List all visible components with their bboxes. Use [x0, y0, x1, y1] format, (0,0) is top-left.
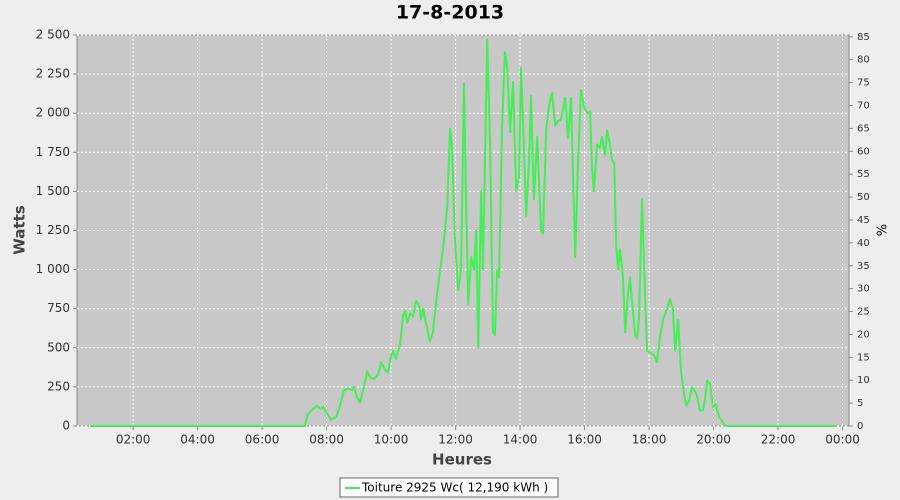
y2-axis-label: %: [876, 224, 891, 236]
x-tick-label: 02:00: [116, 433, 151, 447]
y2-tick-label: 55: [857, 169, 870, 180]
y2-tick-label: 10: [857, 375, 870, 386]
y2-tick-label: 40: [857, 238, 870, 249]
x-tick-label: 16:00: [567, 433, 602, 447]
y2-tick-label: 15: [857, 352, 870, 363]
y-tick-label: 2 000: [36, 106, 70, 120]
y-tick-label: 500: [47, 340, 70, 354]
data-line: [90, 38, 836, 427]
y-axis-label: Watts: [11, 205, 29, 254]
y-tick-label: 2 500: [36, 28, 70, 42]
y2-tick-label: 60: [857, 146, 870, 157]
y2-tick-label: 50: [857, 192, 870, 203]
x-tick-label: 04:00: [180, 433, 215, 447]
x-tick-label: 00:00: [825, 433, 860, 447]
legend-label: Toiture 2925 Wc( 12,190 kWh ): [361, 481, 548, 495]
x-axis-label: Heures: [432, 451, 492, 469]
y2-tick-label: 45: [857, 215, 870, 226]
y-tick-label: 1 750: [36, 145, 70, 159]
y2-tick-label: 35: [857, 261, 870, 272]
x-tick-label: 08:00: [309, 433, 344, 447]
legend: [339, 477, 559, 498]
x-tick-label: 14:00: [503, 433, 538, 447]
chart-title: 17-8-2013: [396, 2, 504, 24]
y2-tick-label: 20: [857, 329, 870, 340]
x-tick-label: 06:00: [245, 433, 280, 447]
y-tick-label: 1 500: [36, 184, 70, 198]
x-tick-label: 22:00: [761, 433, 796, 447]
y-tick-label: 250: [47, 379, 70, 393]
x-tick-label: 10:00: [374, 433, 409, 447]
y-tick-label: 1 000: [36, 262, 70, 276]
x-tick-label: 18:00: [632, 433, 667, 447]
y2-tick-label: 0: [857, 421, 863, 432]
x-tick-label: 12:00: [438, 433, 473, 447]
y2-tick-label: 65: [857, 123, 870, 134]
y-tick-label: 750: [47, 301, 70, 315]
y2-tick-label: 75: [857, 78, 870, 89]
y-tick-label: 0: [62, 419, 70, 433]
y2-tick-label: 30: [857, 284, 870, 295]
y2-tick-label: 70: [857, 101, 870, 112]
x-tick-label: 20:00: [696, 433, 731, 447]
y-tick-label: 2 250: [36, 67, 70, 81]
y2-tick-label: 25: [857, 307, 870, 318]
y2-tick-label: 80: [857, 55, 870, 66]
y2-tick-label: 85: [857, 32, 870, 43]
y-tick-label: 1 250: [36, 223, 70, 237]
y2-tick-label: 5: [857, 398, 863, 409]
